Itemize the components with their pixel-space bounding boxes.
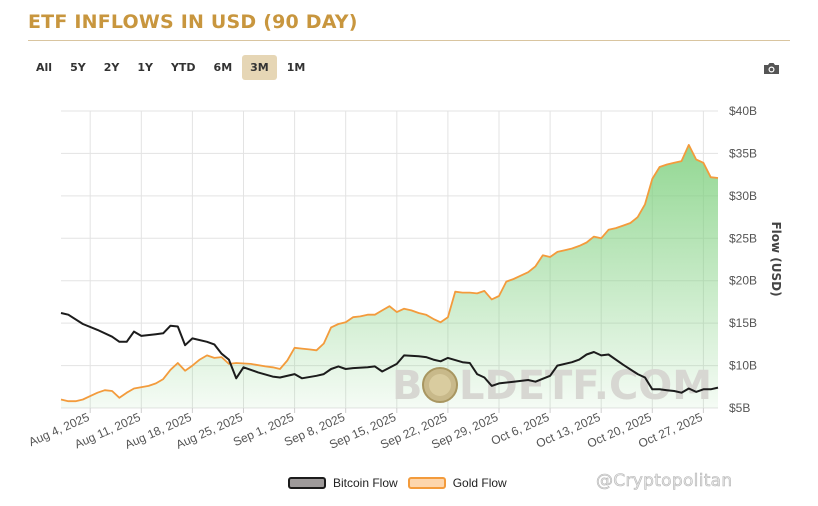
y-tick-label: $35B [729, 146, 757, 160]
y-tick-label: $30B [729, 189, 757, 203]
title-divider [28, 40, 790, 41]
range-button-ytd[interactable]: YTD [170, 61, 196, 74]
chart-title: ETF INFLOWS IN USD (90 DAY) [28, 11, 358, 33]
bitcoin-flow-line [60, 312, 719, 394]
watermark: B LDETF.COM [392, 363, 712, 409]
range-selector: All 5Y 2Y 1Y YTD 6M 3M 1M [28, 55, 315, 80]
y-tick-label: $20B [729, 274, 757, 288]
legend-swatch-gold [407, 477, 446, 489]
gold-coin-icon [422, 367, 458, 403]
credit-watermark: @Cryptopolitan [596, 471, 733, 492]
y-tick-label: $15B [729, 316, 757, 330]
y-tick-label: $10B [729, 359, 757, 373]
range-button-3m[interactable]: 3M [242, 55, 277, 80]
range-button-6m[interactable]: 6M [213, 61, 233, 74]
y-tick-label: $40B [729, 104, 757, 118]
range-button-1m[interactable]: 1M [286, 61, 306, 74]
range-button-5y[interactable]: 5Y [70, 61, 86, 74]
legend-swatch-bitcoin [288, 477, 326, 489]
gold-flow-area [61, 144, 718, 408]
gold-flow-line [60, 144, 719, 403]
y-tick-label: $5B [729, 401, 750, 415]
y-tick-label: $25B [729, 231, 757, 245]
watermark-prefix: B [392, 363, 423, 409]
legend-item-bitcoin[interactable]: Bitcoin Flow [288, 476, 398, 490]
legend-item-gold[interactable]: Gold Flow [407, 476, 507, 490]
legend-label-bitcoin: Bitcoin Flow [333, 476, 398, 490]
y-axis-title: Flow (USD) [769, 221, 783, 296]
legend-label-gold: Gold Flow [452, 476, 507, 490]
camera-icon[interactable] [763, 62, 780, 75]
legend: Bitcoin Flow Gold Flow [288, 476, 517, 490]
range-button-2y[interactable]: 2Y [103, 61, 120, 74]
watermark-suffix: LDETF.COM [459, 363, 712, 409]
range-button-1y[interactable]: 1Y [137, 61, 153, 74]
range-button-all[interactable]: All [36, 61, 53, 74]
